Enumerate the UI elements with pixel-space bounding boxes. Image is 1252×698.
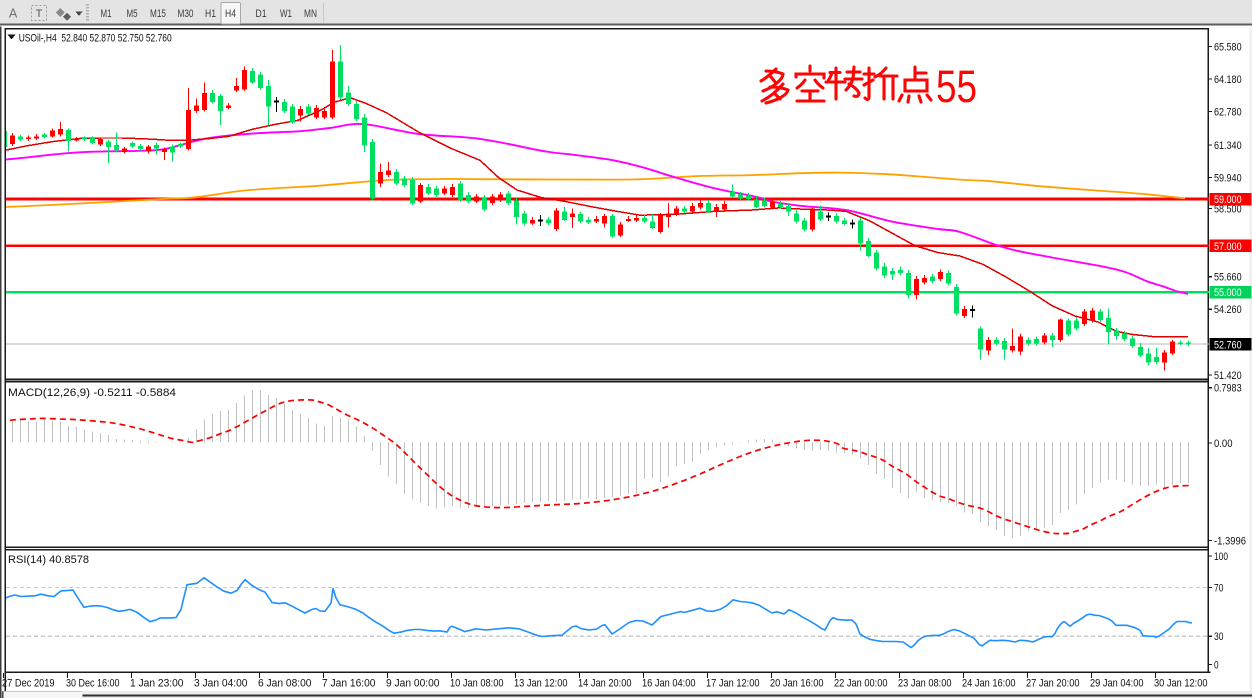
svg-text:70: 70 — [1214, 583, 1223, 595]
svg-text:22 Jan 00:00: 22 Jan 00:00 — [834, 678, 888, 690]
svg-text:7 Jan 16:00: 7 Jan 16:00 — [322, 678, 376, 690]
svg-text:9 Jan 00:00: 9 Jan 00:00 — [386, 678, 440, 690]
svg-text:20 Jan 16:00: 20 Jan 16:00 — [770, 678, 824, 690]
svg-text:-1.3996: -1.3996 — [1214, 536, 1246, 548]
svg-text:59.940: 59.940 — [1214, 172, 1242, 184]
svg-text:65.580: 65.580 — [1214, 42, 1242, 54]
svg-text:3 Jan 04:00: 3 Jan 04:00 — [194, 678, 248, 690]
svg-text:MN: MN — [304, 8, 317, 20]
svg-text:13 Jan 12:00: 13 Jan 12:00 — [514, 678, 568, 690]
svg-text:14 Jan 20:00: 14 Jan 20:00 — [578, 678, 632, 690]
svg-text:M1: M1 — [101, 8, 112, 20]
svg-text:W1: W1 — [280, 8, 292, 20]
svg-text:M15: M15 — [150, 8, 166, 20]
svg-text:0.00: 0.00 — [1214, 438, 1233, 450]
svg-text:52.760: 52.760 — [1214, 339, 1242, 351]
svg-text:1 Jan 23:00: 1 Jan 23:00 — [130, 678, 184, 690]
svg-text:D1: D1 — [256, 8, 267, 20]
svg-text:64.180: 64.180 — [1214, 74, 1242, 86]
svg-text:61.340: 61.340 — [1214, 140, 1242, 152]
svg-text:55.660: 55.660 — [1214, 272, 1242, 284]
svg-text:59.000: 59.000 — [1214, 194, 1242, 206]
svg-text:23 Jan 08:00: 23 Jan 08:00 — [898, 678, 952, 690]
svg-text:H1: H1 — [205, 8, 216, 20]
svg-text:T: T — [36, 8, 43, 20]
svg-text:M30: M30 — [178, 8, 194, 20]
svg-text:54.260: 54.260 — [1214, 304, 1242, 316]
svg-text:57.000: 57.000 — [1214, 241, 1242, 253]
svg-text:30 Dec 16:00: 30 Dec 16:00 — [66, 678, 120, 690]
svg-text:A: A — [9, 7, 18, 21]
svg-text:62.780: 62.780 — [1214, 107, 1242, 119]
svg-text:17 Jan 12:00: 17 Jan 12:00 — [706, 678, 760, 690]
svg-text:6 Jan 08:00: 6 Jan 08:00 — [258, 678, 312, 690]
svg-text:58.500: 58.500 — [1214, 203, 1242, 215]
svg-text:H4: H4 — [225, 8, 236, 20]
svg-text:55: 55 — [936, 61, 977, 112]
svg-text:27 Dec 2019: 27 Dec 2019 — [2, 678, 55, 690]
svg-text:RSI(14) 40.8578: RSI(14) 40.8578 — [8, 554, 89, 566]
svg-text:16 Jan 04:00: 16 Jan 04:00 — [642, 678, 696, 690]
svg-text:55.000: 55.000 — [1214, 287, 1242, 299]
svg-text:0.7983: 0.7983 — [1214, 383, 1242, 395]
svg-text:51.420: 51.420 — [1214, 370, 1242, 382]
svg-text:MACD(12,26,9) -0.5211 -0.5884: MACD(12,26,9) -0.5211 -0.5884 — [8, 387, 176, 399]
svg-text:0: 0 — [1214, 660, 1219, 672]
svg-text:30: 30 — [1214, 631, 1223, 643]
svg-text:M5: M5 — [127, 8, 138, 20]
svg-text:10 Jan 08:00: 10 Jan 08:00 — [450, 678, 504, 690]
svg-text:29 Jan 04:00: 29 Jan 04:00 — [1090, 678, 1144, 690]
svg-text:24 Jan 16:00: 24 Jan 16:00 — [962, 678, 1016, 690]
svg-text:USOil-,H4 52.840 52.870 52.75: USOil-,H4 52.840 52.870 52.750 52.760 — [19, 33, 172, 45]
svg-text:100: 100 — [1214, 551, 1228, 563]
svg-text:27 Jan 20:00: 27 Jan 20:00 — [1026, 678, 1080, 690]
svg-text:30 Jan 12:00: 30 Jan 12:00 — [1154, 678, 1208, 690]
